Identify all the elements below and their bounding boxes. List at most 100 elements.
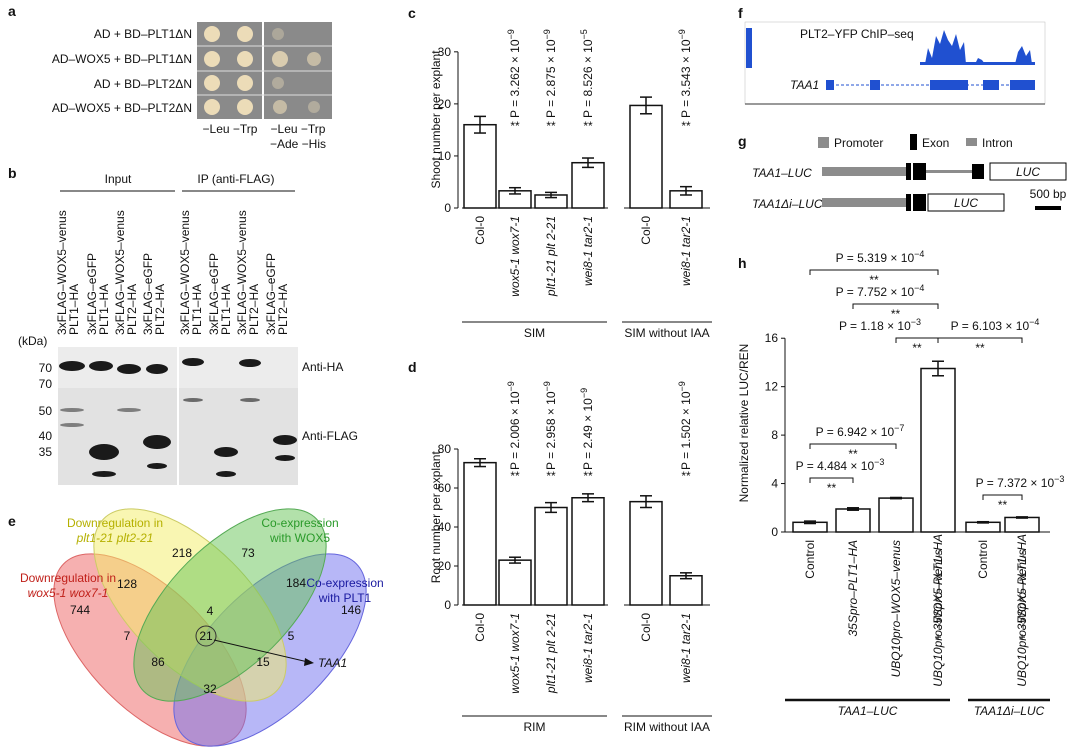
y-tick-label: 16: [765, 331, 779, 345]
p-value-exponent: −9: [677, 29, 687, 39]
group-label: Input: [105, 172, 132, 186]
marker: 40: [39, 429, 53, 443]
p-value-text: P = 6.942 × 10: [816, 425, 895, 439]
p-value-exponent: −9: [542, 381, 552, 391]
bar: [965, 521, 1001, 533]
significance: **: [546, 119, 556, 133]
construct-label: TAA1Δi–LUC: [752, 197, 823, 211]
arrow: [213, 639, 309, 663]
x-tick-label: wox5-1 wox7-1: [508, 216, 522, 297]
exon: [906, 194, 911, 211]
p-value: P = 8.526 × 10−5: [579, 29, 595, 118]
condition: −Ade −His: [270, 137, 326, 151]
venn-count: 744: [70, 603, 90, 617]
venn-count: 7: [124, 629, 131, 643]
p-value-exponent: −9: [677, 381, 687, 391]
lane-label: 3xFLAG–WOX5–venus: [235, 210, 249, 335]
set-label: Co-expression: [306, 576, 383, 590]
x-tick-label: Control: [803, 540, 817, 579]
y-tick-label: 30: [438, 45, 452, 59]
bar: [629, 500, 663, 606]
panel-letters: a b c d e f g h: [8, 3, 747, 529]
significance: **: [510, 469, 520, 483]
venn-count: 146: [341, 603, 361, 617]
exon: [906, 163, 911, 180]
set-label: Co-expression: [261, 516, 338, 530]
venn-count: 32: [203, 682, 217, 696]
peak-base: [920, 62, 1035, 65]
p-value-text: P = 7.372 × 10: [976, 476, 1055, 490]
venn-set: [133, 508, 327, 702]
bar: [920, 367, 956, 533]
p-value-text: P = 1.18 × 10: [839, 319, 911, 333]
y-tick-label: 40: [438, 520, 452, 534]
condition: −Leu −Trp: [203, 122, 258, 136]
exon: [972, 164, 984, 179]
peak: [925, 30, 966, 64]
p-value: P = 4.484 × 10−3: [796, 457, 885, 473]
venn-counts: 218 73 128 184 744 4 146 7 21 5 86 15 32: [70, 546, 361, 696]
y-tick-label: 12: [765, 380, 779, 394]
legend-label: Exon: [922, 136, 949, 150]
lane-label: 3xFLAG–WOX5–venus: [55, 210, 69, 335]
row-label: AD + BD–PLT1ΔN: [94, 27, 192, 41]
comparison-bracket: [809, 269, 939, 275]
significance: **: [975, 341, 985, 355]
group-label: RIM: [524, 720, 546, 734]
scale-bar: [1035, 206, 1061, 210]
p-value-exponent: −9: [506, 29, 516, 39]
panel-letter: c: [408, 5, 416, 21]
track-title: PLT2–YFP ChIP–seq: [800, 27, 914, 41]
x-tick-label: Col-0: [473, 613, 487, 642]
p-value-text: P = 7.752 × 10: [836, 285, 915, 299]
y-tick-label: 60: [438, 481, 452, 495]
x-tick-label: UBQ10pro–WOX5–venus + 35Spro–PLT1–HA: [931, 534, 945, 687]
p-value: P = 6.942 × 10−7: [816, 423, 905, 439]
lane-label: 3xFLAG–eGFP: [85, 253, 99, 335]
antibody: Anti-FLAG: [302, 429, 358, 443]
p-value-text: P = 2.006 × 10: [508, 391, 522, 470]
y-tick-label: 20: [438, 97, 452, 111]
lane-label: PLT2–HA: [247, 284, 261, 335]
comparison-bracket: [852, 303, 939, 309]
p-value-exponent: −4: [1029, 317, 1039, 327]
significance: **: [681, 119, 691, 133]
lane-label: 3xFLAG–eGFP: [264, 253, 278, 335]
p-value: P = 2.875 × 10−9: [542, 29, 558, 118]
panel-letter: h: [738, 255, 747, 271]
bar: [463, 461, 497, 606]
x-tick-label: Col-0: [473, 216, 487, 245]
panel-f: PLT2–YFP ChIP–seq TAA1: [744, 21, 1046, 105]
lane-label: PLT1–HA: [190, 284, 204, 335]
p-value-text: P = 8.526 × 10: [581, 39, 595, 118]
p-value: P = 5.319 × 10−4: [836, 249, 925, 265]
luc: [989, 162, 1067, 181]
lane-label: 3xFLAG–WOX5–venus: [113, 210, 127, 335]
p-value-exponent: −9: [579, 388, 589, 398]
row-label: AD–WOX5 + BD–PLT1ΔN: [52, 52, 192, 66]
set-label: Downregulation in: [67, 516, 163, 530]
legend-label: Promoter: [834, 136, 883, 150]
significance: **: [998, 498, 1008, 512]
bar: [629, 104, 663, 209]
p-value: P = 2.958 × 10−9: [542, 381, 558, 470]
p-value-text: P = 4.484 × 10: [796, 459, 875, 473]
legend-swatch: [966, 138, 977, 146]
p-value-exponent: −3: [911, 317, 921, 327]
legend-label: Intron: [982, 136, 1013, 150]
significance: **: [848, 447, 858, 461]
target: TAA1: [318, 656, 347, 670]
significance: **: [891, 307, 901, 321]
lane-label: PLT2–HA: [276, 284, 290, 335]
x-tick-label: UBQ10pro–WOX5–venus: [889, 540, 903, 677]
bar: [463, 123, 497, 209]
bar: [669, 575, 703, 606]
x-tick-label-line: UBQ10pro–WOX5–venus: [1015, 546, 1029, 687]
venn-count: 15: [256, 655, 270, 669]
p-value: P = 2.49 × 10−9: [579, 388, 595, 470]
x-tick-label: Control: [976, 540, 990, 579]
